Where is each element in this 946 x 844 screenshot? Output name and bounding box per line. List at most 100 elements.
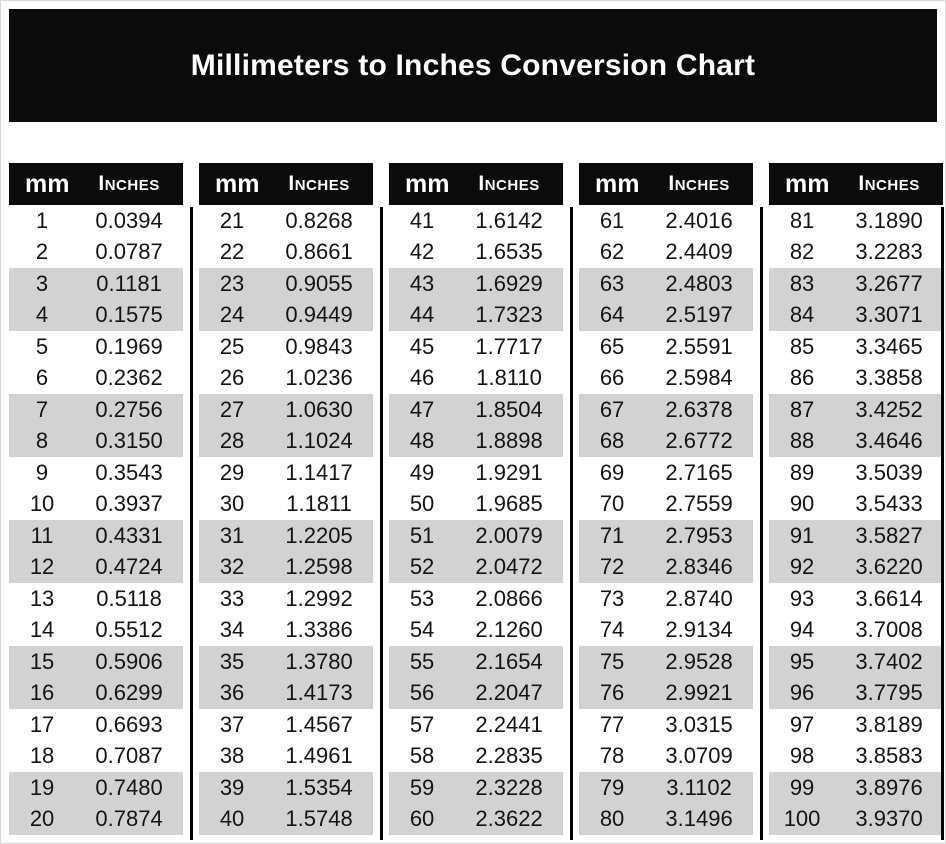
table-row: 66 2.5984 (579, 363, 753, 395)
inches-value: 2.4803 (665, 270, 733, 296)
table-row: 83 3.2677 (769, 268, 943, 300)
table-row: 72 2.8346 (579, 551, 753, 583)
table-row: 6 0.2362 (9, 363, 183, 395)
inches-value: 3.3465 (855, 333, 923, 359)
table-row: 12 0.4724 (9, 551, 183, 583)
mm-column-header: mm (785, 169, 830, 198)
table-row: 91 3.5827 (769, 520, 943, 552)
mm-value: 9 (35, 459, 49, 485)
mm-value: 22 (219, 239, 245, 265)
mm-value: 66 (599, 365, 625, 391)
inches-value: 2.8346 (665, 554, 733, 580)
table-row: 27 1.0630 (199, 394, 373, 426)
conversion-tables: mm Inches 1 0.0394 2 0.0787 3 0.1181 (9, 163, 944, 840)
inches-value: 2.3228 (475, 774, 543, 800)
mm-value: 53 (409, 585, 435, 611)
mm-value: 95 (789, 648, 815, 674)
mm-value: 92 (789, 554, 815, 580)
inches-column-header: Inches (98, 172, 160, 195)
table-row: 17 0.6693 (9, 709, 183, 741)
inches-value: 2.0079 (475, 522, 543, 548)
table-row: 93 3.6614 (769, 583, 943, 615)
table-row: 49 1.9291 (389, 457, 563, 489)
table-row: 36 1.4173 (199, 677, 373, 709)
inches-value: 0.2362 (95, 365, 163, 391)
inches-value: 1.6142 (475, 207, 543, 233)
inches-value: 1.7323 (475, 302, 543, 328)
mm-value: 23 (219, 270, 245, 296)
mm-value: 79 (599, 774, 625, 800)
table-row: 50 1.9685 (389, 489, 563, 521)
inches-value: 0.3543 (95, 459, 163, 485)
inches-value: 2.0472 (475, 554, 543, 580)
mm-value: 77 (599, 711, 625, 737)
inches-value: 0.8661 (285, 239, 353, 265)
table-row: 57 2.2441 (389, 709, 563, 741)
inches-value: 3.7008 (855, 617, 923, 643)
table-row: 18 0.7087 (9, 741, 183, 773)
mm-value: 100 (783, 806, 821, 832)
table-row: 56 2.2047 (389, 677, 563, 709)
inches-value: 0.4724 (95, 554, 163, 580)
table-row: 90 3.5433 (769, 489, 943, 521)
inches-value: 1.2992 (285, 585, 353, 611)
table-row: 80 3.1496 (579, 803, 753, 835)
inches-value: 3.6614 (855, 585, 923, 611)
mm-value: 49 (409, 459, 435, 485)
inches-value: 3.1496 (665, 806, 733, 832)
table-row: 53 2.0866 (389, 583, 563, 615)
mm-value: 84 (789, 302, 815, 328)
table-row: 75 2.9528 (579, 646, 753, 678)
table-row: 29 1.1417 (199, 457, 373, 489)
mm-value: 65 (599, 333, 625, 359)
mm-value: 19 (29, 774, 55, 800)
mm-value: 62 (599, 239, 625, 265)
mm-value: 59 (409, 774, 435, 800)
mm-value: 86 (789, 365, 815, 391)
table-row: 100 3.9370 (769, 803, 943, 835)
table-row: 22 0.8661 (199, 237, 373, 269)
table-row: 74 2.9134 (579, 615, 753, 647)
table-body: 61 2.4016 62 2.4409 63 2.4803 64 2.5197 … (579, 205, 753, 835)
table-body: 41 1.6142 42 1.6535 43 1.6929 44 1.7323 … (389, 205, 563, 835)
table-row: 40 1.5748 (199, 803, 373, 835)
table-row: 81 3.1890 (769, 205, 943, 237)
inches-value: 0.7480 (95, 774, 163, 800)
table-row: 51 2.0079 (389, 520, 563, 552)
conversion-table: mm Inches 81 3.1890 82 3.2283 83 3.2677 (769, 163, 943, 835)
inches-value: 3.5433 (855, 491, 923, 517)
inches-value: 0.5906 (95, 648, 163, 674)
inches-value: 3.2283 (855, 239, 923, 265)
inches-value: 2.9134 (665, 617, 733, 643)
table-row: 35 1.3780 (199, 646, 373, 678)
table-row: 37 1.4567 (199, 709, 373, 741)
table-row: 94 3.7008 (769, 615, 943, 647)
mm-value: 8 (35, 428, 49, 454)
mm-value: 50 (409, 491, 435, 517)
table-row: 86 3.3858 (769, 363, 943, 395)
table-row: 99 3.8976 (769, 772, 943, 804)
inches-value: 1.8110 (476, 365, 542, 391)
inches-value: 1.6929 (475, 270, 543, 296)
table-header: mm Inches (9, 163, 183, 205)
inches-value: 2.1260 (475, 617, 543, 643)
mm-value: 68 (599, 428, 625, 454)
mm-value: 1 (35, 207, 49, 233)
mm-value: 15 (29, 648, 55, 674)
mm-value: 69 (599, 459, 625, 485)
mm-value: 10 (29, 491, 55, 517)
mm-value: 70 (599, 491, 625, 517)
inches-value: 2.7165 (665, 459, 733, 485)
inches-value: 2.2047 (475, 680, 543, 706)
mm-value: 33 (219, 585, 245, 611)
table-header: mm Inches (389, 163, 563, 205)
table-row: 85 3.3465 (769, 331, 943, 363)
inches-value: 1.4173 (285, 680, 353, 706)
inches-column-header: Inches (858, 172, 920, 195)
inches-value: 2.5984 (665, 365, 733, 391)
inches-value: 3.0709 (665, 743, 733, 769)
mm-value: 58 (409, 743, 435, 769)
inches-value: 0.8268 (285, 207, 353, 233)
mm-value: 30 (219, 491, 245, 517)
mm-value: 24 (219, 302, 245, 328)
